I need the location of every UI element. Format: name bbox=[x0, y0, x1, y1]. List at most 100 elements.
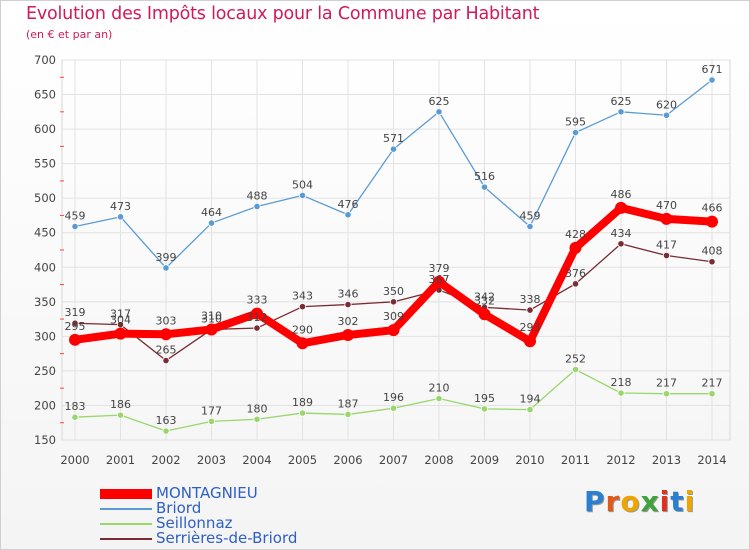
data-label-seillonnaz: 163 bbox=[156, 414, 177, 427]
data-label-montagnieu: 310 bbox=[201, 309, 222, 322]
x-tick-label: 2013 bbox=[652, 453, 681, 467]
point-montagnieu bbox=[251, 307, 263, 320]
data-label-seillonnaz: 196 bbox=[383, 391, 404, 404]
point-seillonnaz bbox=[253, 415, 261, 423]
data-label-seillonnaz: 177 bbox=[201, 404, 222, 417]
point-serrieres bbox=[526, 306, 534, 314]
data-label-seillonnaz: 195 bbox=[474, 392, 495, 405]
logo-letter: o bbox=[620, 485, 641, 518]
data-label-seillonnaz: 189 bbox=[292, 396, 313, 409]
point-montagnieu bbox=[205, 323, 218, 336]
legend-label-serrieres: Serrières-de-Briord bbox=[156, 529, 298, 547]
data-label-montagnieu: 428 bbox=[565, 228, 586, 241]
point-seillonnaz bbox=[116, 411, 125, 419]
data-label-briord: 504 bbox=[292, 178, 313, 191]
data-label-serrieres: 408 bbox=[702, 245, 723, 258]
point-briord bbox=[389, 145, 398, 153]
data-label-seillonnaz: 217 bbox=[702, 377, 723, 390]
y-tick-label: 700 bbox=[34, 53, 56, 67]
point-montagnieu bbox=[615, 201, 627, 214]
data-label-serrieres: 310 bbox=[201, 312, 222, 325]
x-tick-label: 2008 bbox=[424, 453, 453, 467]
data-label-seillonnaz: 183 bbox=[65, 400, 86, 413]
data-label-serrieres: 319 bbox=[65, 306, 86, 319]
data-label-serrieres: 343 bbox=[292, 290, 313, 303]
point-serrieres bbox=[662, 251, 671, 260]
legend-item-seillonnaz: Seillonnaz bbox=[100, 516, 233, 531]
point-montagnieu bbox=[160, 328, 172, 341]
point-seillonnaz bbox=[162, 427, 170, 435]
logo-letter: i bbox=[684, 485, 696, 518]
point-briord bbox=[298, 191, 307, 200]
point-montagnieu bbox=[342, 328, 354, 341]
data-label-serrieres: 350 bbox=[383, 285, 404, 298]
point-briord bbox=[71, 222, 79, 231]
point-seillonnaz bbox=[708, 390, 716, 398]
legend-item-montagnieu: MONTAGNIEU bbox=[100, 486, 258, 501]
data-label-montagnieu: 379 bbox=[429, 262, 450, 275]
x-tick-label: 2004 bbox=[242, 453, 271, 467]
data-label-montagnieu: 486 bbox=[611, 188, 632, 201]
chart-title: Evolution des Impôts locaux pour la Comm… bbox=[26, 4, 540, 24]
proxiti-logo: Proxiti bbox=[584, 485, 695, 518]
data-label-serrieres: 434 bbox=[611, 227, 632, 240]
data-label-serrieres: 317 bbox=[110, 308, 131, 321]
point-seillonnaz bbox=[571, 365, 580, 374]
y-tick-label: 400 bbox=[34, 260, 56, 274]
point-seillonnaz bbox=[435, 394, 443, 403]
data-label-seillonnaz: 252 bbox=[565, 353, 586, 366]
point-seillonnaz bbox=[526, 405, 534, 414]
data-label-serrieres: 376 bbox=[565, 267, 586, 280]
point-seillonnaz bbox=[298, 409, 307, 417]
point-briord bbox=[708, 76, 716, 84]
data-label-briord: 595 bbox=[565, 116, 586, 129]
point-briord bbox=[162, 264, 170, 272]
x-tick-label: 2002 bbox=[151, 453, 180, 467]
data-label-seillonnaz: 218 bbox=[611, 376, 632, 389]
logo-letter: t bbox=[670, 485, 685, 518]
data-label-montagnieu: 333 bbox=[247, 294, 268, 307]
point-montagnieu bbox=[569, 241, 582, 254]
point-montagnieu bbox=[478, 308, 491, 321]
data-label-serrieres: 417 bbox=[656, 239, 677, 252]
data-label-montagnieu: 303 bbox=[156, 314, 177, 327]
point-montagnieu bbox=[706, 215, 718, 228]
data-label-serrieres: 342 bbox=[474, 290, 495, 303]
data-label-serrieres: 367 bbox=[429, 273, 450, 286]
data-label-seillonnaz: 187 bbox=[338, 397, 359, 410]
point-montagnieu bbox=[660, 212, 673, 225]
point-serrieres bbox=[253, 324, 261, 332]
point-seillonnaz bbox=[480, 405, 489, 413]
legend-label-briord: Briord bbox=[156, 499, 202, 517]
x-tick-label: 2006 bbox=[333, 453, 362, 467]
data-label-serrieres: 346 bbox=[338, 288, 359, 301]
point-seillonnaz bbox=[344, 410, 352, 419]
data-label-briord: 473 bbox=[110, 200, 131, 213]
x-tick-label: 2005 bbox=[288, 453, 317, 467]
data-label-seillonnaz: 180 bbox=[247, 402, 268, 415]
point-serrieres bbox=[71, 319, 79, 327]
logo-letter: i bbox=[659, 485, 671, 518]
data-label-briord: 399 bbox=[156, 251, 177, 264]
x-tick-label: 2014 bbox=[697, 453, 726, 467]
data-label-montagnieu: 466 bbox=[702, 202, 723, 215]
y-tick-label: 200 bbox=[34, 398, 56, 412]
point-serrieres bbox=[389, 298, 398, 306]
point-montagnieu bbox=[114, 327, 127, 340]
point-montagnieu bbox=[524, 335, 536, 348]
legend-swatch-montagnieu bbox=[100, 488, 152, 499]
x-tick-label: 2012 bbox=[606, 453, 635, 467]
logo-letter: r bbox=[605, 485, 621, 518]
data-label-briord: 625 bbox=[611, 95, 632, 108]
point-briord bbox=[571, 128, 580, 137]
y-tick-label: 350 bbox=[34, 295, 56, 309]
point-serrieres bbox=[162, 356, 170, 365]
point-briord bbox=[617, 108, 625, 116]
logo-letter: P bbox=[584, 485, 606, 518]
point-montagnieu bbox=[69, 333, 81, 346]
point-serrieres bbox=[571, 280, 580, 288]
y-tick-label: 650 bbox=[34, 88, 56, 102]
y-tick-label: 300 bbox=[34, 329, 56, 343]
